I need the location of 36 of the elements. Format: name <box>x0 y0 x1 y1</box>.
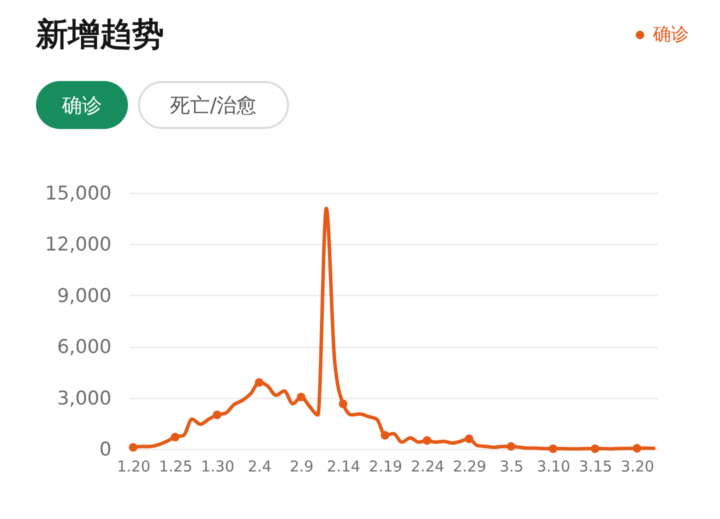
x-tick-label: 1.20 <box>116 458 150 476</box>
point <box>380 431 390 440</box>
x-tick-label: 2.19 <box>368 458 402 476</box>
point <box>254 378 264 387</box>
tab-button[interactable]: 死亡/治愈 <box>138 81 289 129</box>
x-tick-label: 1.30 <box>200 458 234 476</box>
x-tick-label: 2.4 <box>248 458 272 476</box>
point <box>506 442 516 451</box>
point <box>212 410 222 420</box>
chart-title: 新增趋势 <box>36 15 164 53</box>
point <box>422 436 432 445</box>
y-tick-label: 12,000 <box>45 234 112 256</box>
y-tick-label: 15,000 <box>45 182 112 204</box>
legend-label: 确诊 <box>652 24 689 45</box>
point <box>296 392 306 402</box>
x-tick-label: 3.5 <box>500 458 524 476</box>
point <box>170 432 180 442</box>
x-tick-label: 3.10 <box>536 458 570 476</box>
point <box>590 444 600 453</box>
point <box>548 444 558 453</box>
x-tick-label: 2.14 <box>326 458 360 476</box>
y-tick-label: 0 <box>99 438 112 460</box>
x-tick-label: 3.20 <box>620 458 654 476</box>
x-tick-label: 2.24 <box>410 458 444 476</box>
y-tick-label: 6,000 <box>57 336 112 358</box>
point <box>128 442 138 452</box>
tab-button[interactable]: 确诊 <box>36 81 128 129</box>
x-tick-label: 3.15 <box>578 458 612 476</box>
x-tick-label: 1.25 <box>158 458 192 476</box>
point <box>464 434 474 444</box>
y-tick-label: 3,000 <box>57 387 112 410</box>
x-tick-label: 2.9 <box>290 458 314 476</box>
y-tick-label: 9,000 <box>57 284 112 307</box>
point <box>632 444 642 453</box>
point <box>338 399 348 408</box>
x-tick-label: 2.29 <box>452 458 486 476</box>
